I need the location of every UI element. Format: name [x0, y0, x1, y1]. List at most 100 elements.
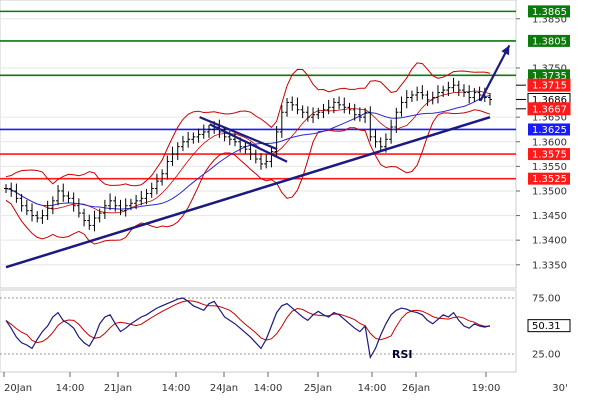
- price-bars: [4, 77, 492, 232]
- price-bar: [368, 106, 373, 142]
- price-bar: [316, 107, 321, 120]
- price-bar: [19, 193, 24, 212]
- price-bar: [415, 86, 420, 101]
- x-tick-label: 26Jan: [402, 383, 430, 394]
- price-bar: [30, 203, 35, 222]
- timeframe-label: 30': [552, 383, 567, 394]
- pattern-line-lower: [209, 123, 288, 163]
- price-bar: [71, 192, 76, 212]
- price-bar: [477, 86, 482, 101]
- x-tick-label: 19:00: [472, 383, 501, 394]
- y-tick-label: 1.3450: [532, 211, 567, 222]
- price-tag-label: 1.3686: [532, 95, 567, 106]
- price-bar: [160, 169, 165, 186]
- x-tick-label: 14:00: [162, 383, 191, 394]
- price-bar: [373, 129, 378, 148]
- x-tick-label: 25Jan: [304, 383, 332, 394]
- price-bar: [97, 208, 102, 223]
- price-bar: [394, 107, 399, 133]
- price-bar: [305, 106, 310, 122]
- price-bar: [342, 97, 347, 114]
- x-tick-label: 14:00: [254, 383, 283, 394]
- x-tick-label: 14:00: [56, 383, 85, 394]
- projection-arrow-shaft: [479, 44, 511, 102]
- price-bar: [347, 102, 352, 115]
- level-tag-label: 1.3575: [532, 150, 567, 161]
- price-bar: [357, 107, 362, 122]
- price-tag-label: 1.3715: [532, 81, 567, 92]
- x-tick-label: 14:00: [358, 383, 387, 394]
- price-bar: [232, 131, 237, 147]
- price-bar: [180, 135, 185, 152]
- price-bar: [425, 90, 430, 106]
- price-tag: [527, 102, 571, 116]
- price-bar: [467, 85, 472, 104]
- x-tick-label: 20Jan: [4, 383, 32, 394]
- price-bar: [113, 196, 118, 212]
- y-tick-label: 1.3350: [532, 260, 567, 271]
- price-bar: [290, 96, 295, 111]
- price-bar: [50, 196, 55, 215]
- level-tag: [528, 123, 570, 136]
- price-bar: [102, 199, 107, 220]
- pattern-line-upper: [199, 116, 278, 151]
- rsi-level-label: 75.00: [532, 294, 561, 305]
- x-tick-label: 21Jan: [104, 383, 132, 394]
- price-bar: [61, 183, 66, 202]
- price-bar: [14, 183, 19, 203]
- price-bar: [404, 90, 409, 109]
- price-tag: [527, 78, 571, 92]
- lower-band-line: [5, 109, 491, 245]
- price-bar: [154, 173, 159, 195]
- price-bar: [24, 199, 29, 216]
- y-tick-label: 1.3400: [532, 236, 567, 247]
- rsi-line: [5, 297, 491, 360]
- price-bar: [108, 193, 113, 211]
- price-bar: [128, 198, 133, 211]
- level-tag-label: 1.3625: [532, 125, 567, 136]
- y-tick-label: 1.3600: [532, 137, 567, 148]
- price-bar: [409, 90, 414, 102]
- y-tick-label: 1.3850: [532, 14, 567, 25]
- y-tick-label: 1.3500: [532, 186, 567, 197]
- price-bar: [389, 119, 394, 144]
- price-bar: [134, 194, 139, 210]
- price-bar: [149, 182, 154, 198]
- price-bar: [82, 208, 87, 227]
- level-tag: [528, 69, 570, 82]
- price-bar: [456, 80, 461, 97]
- price-bar: [170, 146, 175, 166]
- y-tick-label: 1.3750: [532, 63, 567, 74]
- price-bar: [118, 199, 123, 216]
- level-tag: [528, 5, 570, 18]
- price-bar: [451, 77, 456, 93]
- moving-average-line: [5, 94, 491, 210]
- price-bar: [56, 185, 61, 206]
- price-bar: [285, 97, 290, 117]
- price-bar: [139, 190, 144, 206]
- price-bar: [87, 214, 92, 230]
- price-bar: [123, 198, 128, 217]
- price-bar: [274, 126, 279, 157]
- x-axis-strip: [0, 374, 516, 400]
- price-bar: [446, 81, 451, 97]
- support-trendline: [5, 115, 491, 269]
- y-tick-label: 1.3550: [532, 162, 567, 173]
- price-tag-label: 1.3667: [532, 104, 567, 115]
- price-bar: [92, 210, 97, 232]
- price-bar: [243, 140, 248, 154]
- price-bar: [321, 103, 326, 119]
- price-bar: [430, 91, 435, 105]
- price-bar: [9, 182, 14, 197]
- price-bar: [4, 184, 8, 193]
- x-tick-label: 24Jan: [210, 383, 238, 394]
- upper-band-line: [5, 62, 491, 187]
- price-bar: [337, 96, 342, 110]
- price-bar: [45, 200, 50, 221]
- price-bar: [40, 209, 45, 224]
- price-bar: [186, 131, 191, 148]
- price-bar: [461, 84, 466, 97]
- price-bar: [264, 154, 269, 169]
- price-bar: [175, 142, 180, 160]
